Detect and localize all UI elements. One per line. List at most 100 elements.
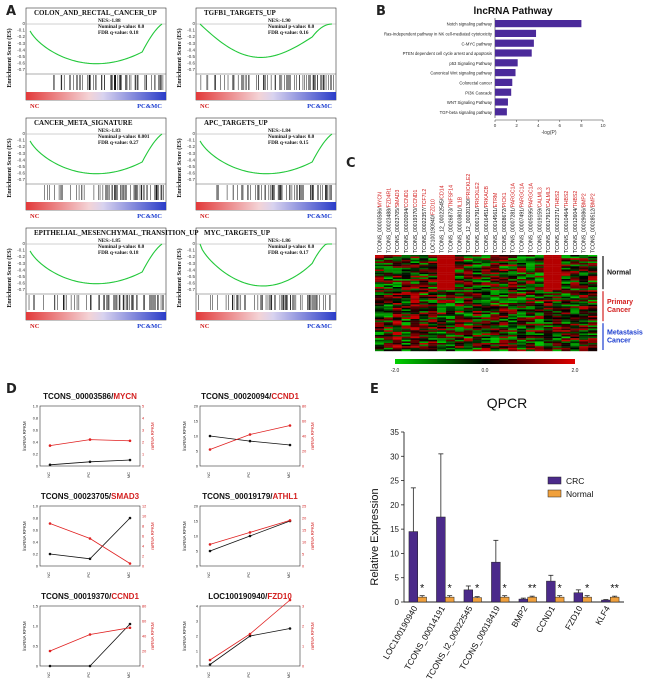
heatmap-cell [428, 264, 438, 267]
heatmap-cell [419, 271, 429, 273]
line-plot-left-axis-label: lncRNA RPKM [182, 421, 187, 451]
mrna-point [288, 424, 292, 427]
heatmap-cell [454, 258, 464, 260]
heatmap-cell [490, 338, 500, 340]
line-plot-x-label: MC [286, 572, 291, 578]
line-plot-left-tick: 1.0 [33, 625, 38, 629]
heatmap-cell [570, 298, 580, 300]
gsea-ylabel: Enrichment Score (ES) [6, 28, 13, 87]
heatmap-cell [392, 312, 402, 315]
heatmap-cell [517, 291, 527, 294]
heatmap-cell [579, 341, 589, 344]
line-plot-right-tick: 60 [302, 420, 306, 424]
heatmap-col-gene: CALML3 [546, 187, 552, 207]
heatmap-cell [499, 339, 509, 342]
heatmap-cell [401, 287, 411, 289]
heatmap-cell [561, 299, 571, 302]
heatmap-cell [561, 280, 571, 283]
heatmap-col-gene: CD14 [440, 185, 446, 198]
heatmap-cell [383, 346, 393, 348]
heatmap-cell [508, 338, 518, 340]
line-plot-left-tick: 4 [196, 605, 198, 609]
heatmap-cell [472, 264, 482, 267]
line-plot-left-tick: 0.5 [33, 645, 38, 649]
heatmap-cell [588, 330, 598, 332]
heatmap-cell [543, 333, 553, 336]
heatmap-cell [410, 295, 420, 297]
heatmap-cell [579, 275, 589, 278]
heatmap-cell [472, 307, 482, 310]
heatmap-cell [419, 312, 429, 315]
heatmap-cell [419, 327, 429, 329]
heatmap-cell [437, 293, 447, 296]
line-plot-title: TCONS_00019370/CCND1 [41, 592, 139, 601]
heatmap-cells [375, 255, 598, 352]
line-plot-title: TCONS_00023705/SMAD3 [41, 492, 140, 501]
heatmap-cell [561, 256, 571, 259]
heatmap-cell [588, 274, 598, 276]
heatmap-cell [375, 295, 385, 297]
heatmap-cell [561, 271, 571, 273]
heatmap-cell [410, 271, 420, 273]
heatmap-cell [517, 301, 527, 304]
heatmap-cell [428, 269, 438, 272]
heatmap-cell [428, 263, 438, 265]
heatmap-col-gene: FZD10 [431, 199, 437, 215]
heatmap-cell [375, 304, 385, 307]
heatmap-cell [383, 339, 393, 342]
mrna-point [88, 633, 92, 636]
heatmap-cell [552, 274, 562, 276]
heatmap-cell [588, 291, 598, 294]
heatmap-cell [570, 304, 580, 307]
heatmap-cell [543, 311, 553, 313]
heatmap-cell [517, 317, 527, 320]
heatmap-cell [392, 303, 402, 305]
heatmap-cell [454, 331, 464, 334]
heatmap-cell [419, 320, 429, 323]
heatmap-cell [588, 335, 598, 337]
heatmap-cell [552, 328, 562, 331]
lncrna-point [208, 663, 212, 666]
heatmap-cell [401, 333, 411, 336]
heatmap-cell [499, 347, 509, 350]
heatmap-cell [437, 271, 447, 273]
heatmap-cell [499, 306, 509, 308]
heatmap-cell [446, 288, 456, 291]
line-plot-right-tick: 12 [142, 505, 146, 509]
heatmap-cell [375, 259, 385, 262]
gsea-ytick: -0.1 [187, 28, 195, 33]
heatmap-cell [490, 312, 500, 315]
heatmap-cell [472, 343, 482, 345]
line-plot-left-tick: 0 [36, 665, 38, 669]
heatmap-cell [552, 346, 562, 348]
mrna-point [248, 433, 252, 436]
qpcr-category-label: KLF4 [593, 604, 612, 627]
heatmap-cell [525, 307, 536, 310]
heatmap-cell [481, 293, 491, 296]
heatmap-cell [579, 258, 589, 260]
heatmap-cell [392, 293, 402, 296]
line-plot-right-axis-label: mRNA RPKM [150, 422, 155, 450]
heatmap-cell [525, 296, 536, 299]
heatmap-cell [437, 299, 447, 302]
heatmap-cell [534, 295, 544, 297]
heatmap-cell [499, 283, 509, 286]
heatmap-cell [392, 338, 402, 340]
heatmap-cell [517, 272, 527, 275]
heatmap-cell [525, 266, 536, 268]
heatmap-cell [375, 317, 385, 320]
heatmap-cell [472, 299, 482, 302]
line-plot-left-tick: 1 [196, 650, 198, 654]
heatmap-cell [490, 299, 500, 302]
line-plot-gene: CCND1 [111, 592, 139, 601]
heatmap-cell [410, 298, 420, 300]
heatmap-cell [392, 255, 402, 257]
heatmap-cell [392, 317, 402, 320]
heatmap-cell [490, 298, 500, 300]
gsea-rank-gradient [26, 92, 166, 100]
gsea-ytick: -0.4 [17, 157, 25, 162]
heatmap-cell [454, 339, 464, 342]
heatmap-cell [552, 303, 562, 305]
heatmap-cell [410, 275, 420, 278]
